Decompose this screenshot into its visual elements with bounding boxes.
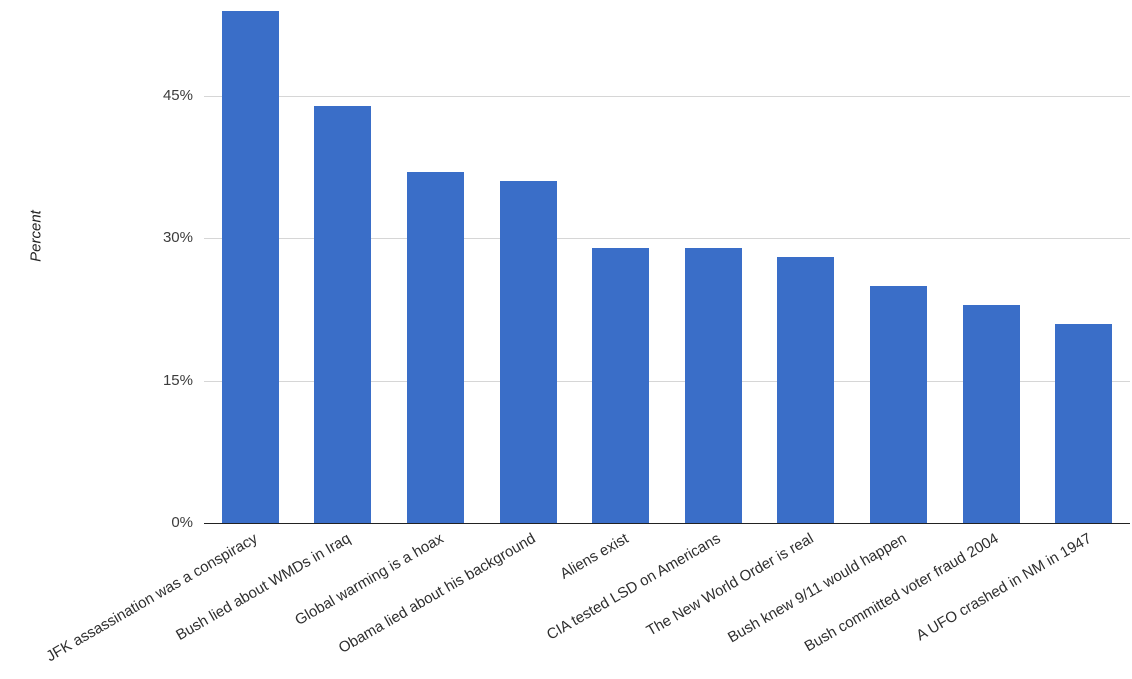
bar bbox=[499, 181, 557, 523]
y-tick-label: 0% bbox=[171, 514, 193, 531]
bar bbox=[684, 247, 742, 523]
bar bbox=[1055, 323, 1113, 523]
gridline bbox=[204, 380, 1130, 382]
y-axis-title: Percent bbox=[27, 210, 45, 262]
gridline bbox=[204, 96, 1130, 97]
gridline bbox=[204, 238, 1130, 240]
bar bbox=[592, 247, 650, 523]
x-axis-line bbox=[204, 522, 1130, 524]
bar bbox=[962, 304, 1020, 523]
bar bbox=[407, 171, 464, 523]
y-tick-label: 15% bbox=[162, 371, 193, 389]
bar bbox=[777, 257, 835, 523]
bar bbox=[870, 285, 927, 523]
y-tick-label: 30% bbox=[162, 229, 193, 247]
bar bbox=[314, 105, 372, 523]
plot-area bbox=[204, 0, 1130, 524]
bar bbox=[221, 10, 279, 523]
y-tick-label: 45% bbox=[162, 87, 193, 104]
